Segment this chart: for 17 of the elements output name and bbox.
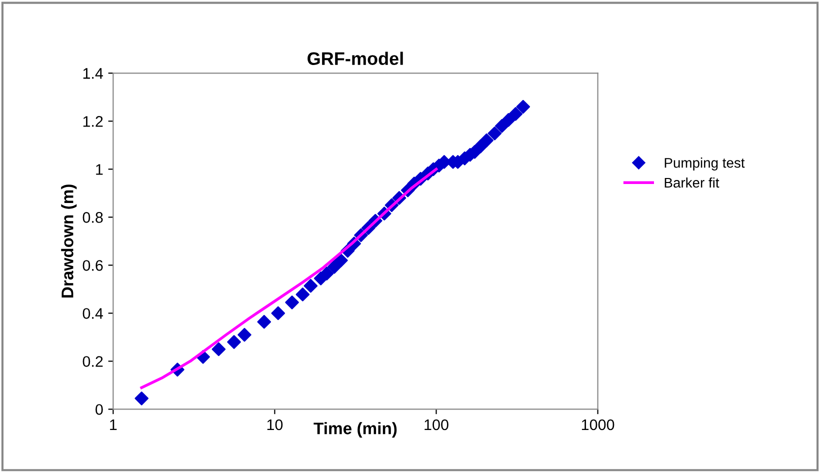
x-tick-label: 1: [110, 420, 117, 430]
x-tick-label: 10: [267, 419, 283, 430]
legend-label: Barker fit: [664, 177, 720, 188]
x-tick-label: 100: [424, 419, 448, 430]
x-tick-label: 1000: [582, 419, 614, 430]
x-axis-title: Time (min): [314, 422, 397, 438]
y-axis-title: Drawdown (m): [61, 184, 77, 298]
legend-label: Pumping test: [664, 158, 745, 171]
y-tick-label: 0.4: [82, 308, 103, 319]
y-tick-label: 1.4: [83, 68, 103, 79]
y-tick-label: 0.8: [82, 212, 103, 223]
y-tick-label: 1.2: [83, 116, 103, 127]
y-tick-label: 0.2: [82, 356, 103, 367]
chart-title: GRF-model: [308, 52, 403, 66]
y-tick-label: 0: [96, 404, 103, 415]
y-tick-label: 0.6: [82, 260, 103, 271]
y-tick-label: 1: [96, 164, 103, 175]
